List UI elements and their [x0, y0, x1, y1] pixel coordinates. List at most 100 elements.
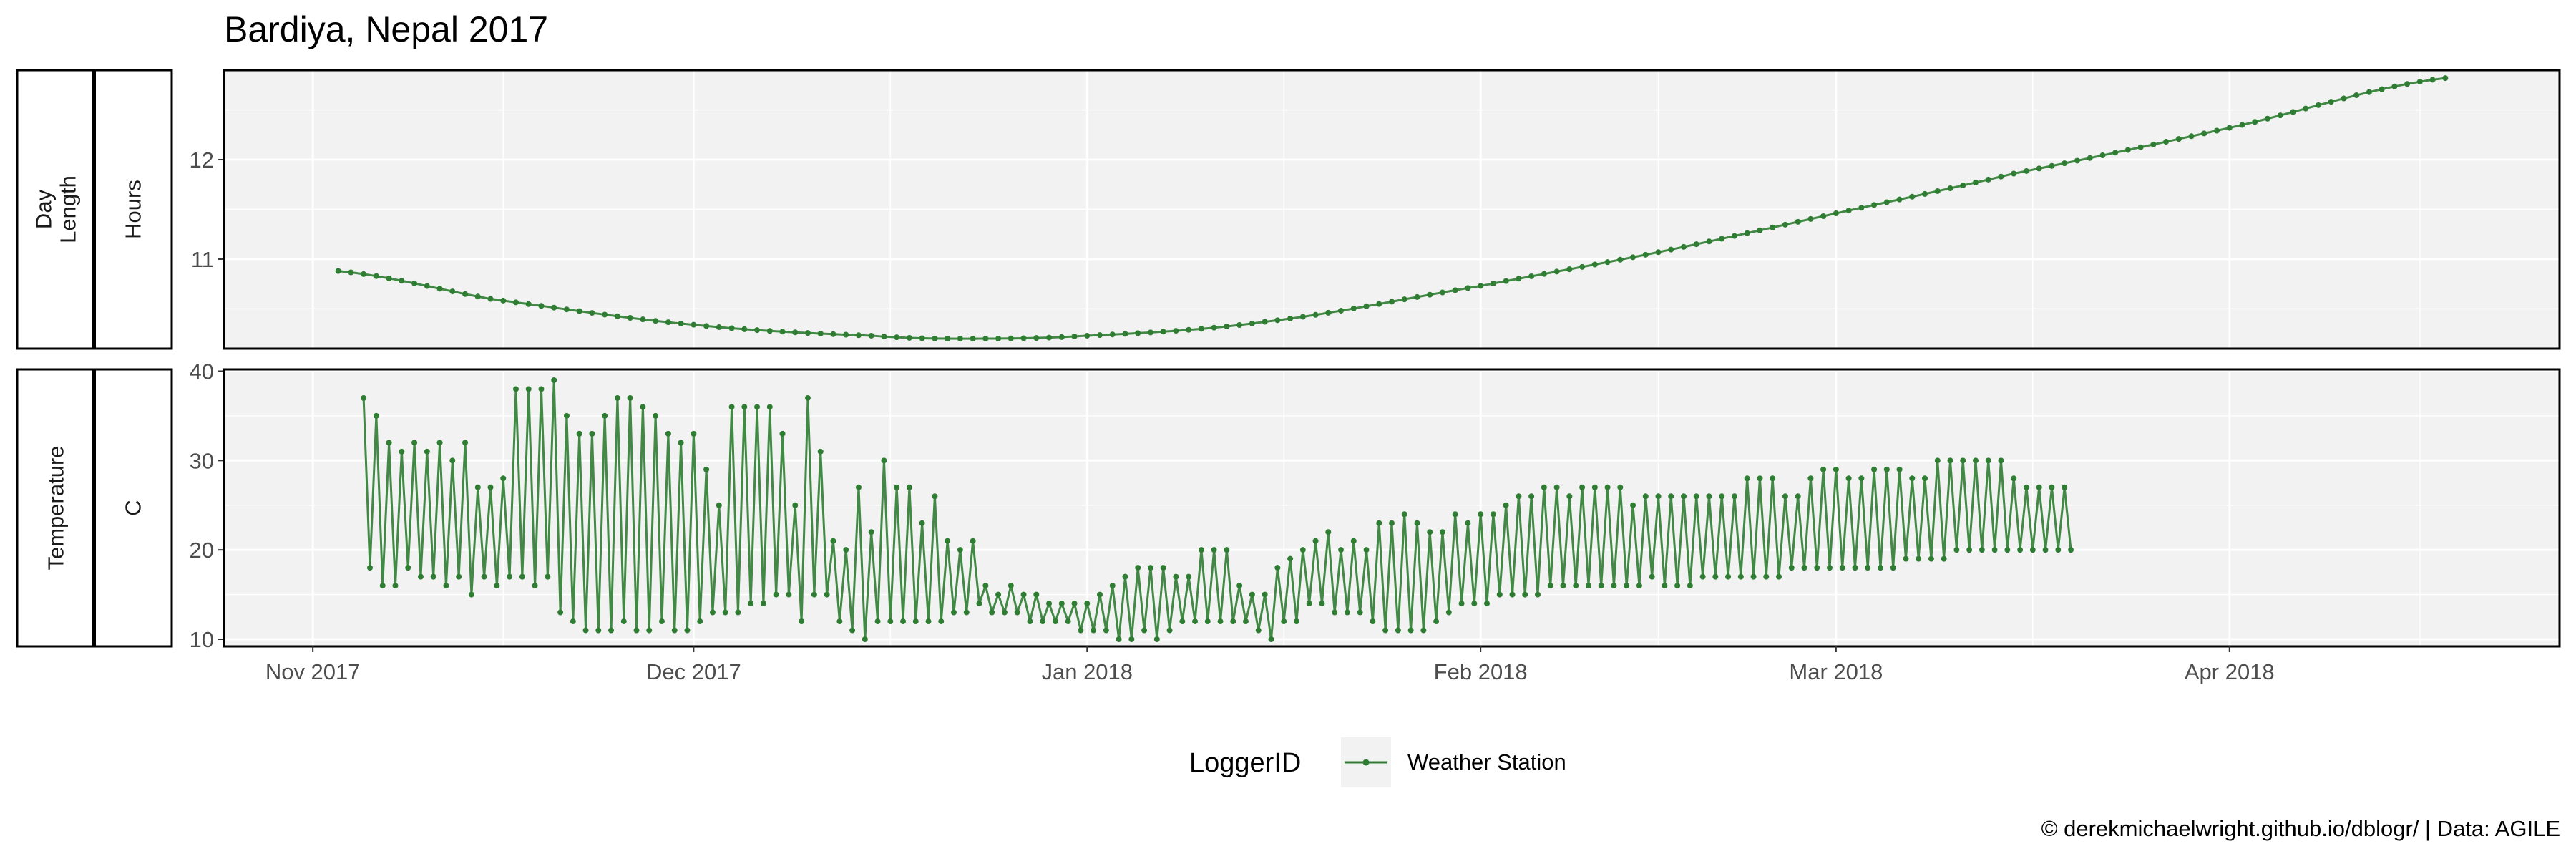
data-point: [1922, 190, 1928, 197]
data-point: [2239, 122, 2245, 128]
data-point: [1617, 484, 1624, 490]
data-point: [1998, 173, 2004, 180]
data-point: [824, 591, 830, 598]
data-point: [1681, 493, 1687, 500]
data-point: [2137, 144, 2144, 150]
data-point: [1439, 529, 1445, 535]
data-point: [2068, 547, 2074, 553]
data-point: [1166, 627, 1173, 634]
data-point: [691, 430, 697, 437]
data-point: [348, 269, 354, 276]
data-point: [507, 573, 513, 580]
data-point: [1091, 627, 1097, 634]
data-point: [1204, 618, 1211, 625]
data-point: [1147, 565, 1153, 571]
data-point: [1407, 627, 1414, 634]
data-point: [1655, 493, 1662, 500]
data-point: [843, 547, 849, 553]
data-point: [1033, 335, 1040, 341]
data-point: [862, 636, 868, 643]
data-point: [411, 440, 418, 446]
data-point: [2404, 81, 2411, 87]
data-point: [1490, 281, 1496, 287]
data-point: [678, 320, 684, 326]
data-point: [1782, 221, 1788, 228]
data-point: [1909, 475, 1916, 482]
data-point: [754, 327, 761, 334]
data-point: [2226, 125, 2233, 131]
data-point: [1604, 259, 1611, 266]
data-point: [399, 278, 405, 284]
data-point: [1528, 493, 1535, 500]
data-point: [1389, 520, 1395, 526]
x-tick-label: Feb 2018: [1434, 659, 1528, 684]
data-point: [995, 335, 1002, 341]
data-point: [1801, 565, 1807, 571]
data-point: [1617, 256, 1624, 263]
data-point: [1712, 573, 1719, 580]
data-point: [525, 301, 532, 307]
data-point: [1516, 276, 1522, 282]
data-point: [1357, 609, 1363, 616]
data-point: [748, 601, 754, 607]
data-point: [468, 591, 474, 598]
data-point: [805, 330, 811, 336]
data-point: [595, 627, 602, 634]
data-point: [494, 583, 500, 589]
data-point: [938, 618, 945, 625]
data-point: [1845, 208, 1852, 214]
data-point: [684, 627, 691, 634]
data-point: [2328, 99, 2334, 105]
data-point: [1097, 591, 1103, 598]
data-point: [1496, 591, 1503, 598]
data-point: [361, 271, 367, 277]
data-point: [678, 440, 684, 446]
data-point: [760, 601, 766, 607]
data-point: [728, 325, 735, 331]
data-point: [1693, 241, 1699, 248]
data-point: [1991, 547, 1998, 553]
data-point: [1141, 627, 1148, 634]
data-point: [1573, 583, 1579, 589]
data-point: [1839, 565, 1845, 571]
legend-title: LoggerID: [1189, 748, 1301, 778]
data-point: [1427, 529, 1433, 535]
data-point: [1782, 493, 1788, 500]
data-point: [919, 335, 925, 341]
data-point: [2353, 92, 2360, 99]
data-point: [589, 310, 595, 316]
data-point: [1001, 609, 1008, 616]
facet-day-length: DayLength Hours 11 12: [16, 69, 2561, 350]
data-point: [361, 394, 367, 401]
data-point: [1344, 609, 1350, 616]
data-point: [417, 573, 424, 580]
legend: LoggerID Weather Station: [1189, 737, 1566, 787]
data-point: [817, 448, 824, 455]
data-point: [1376, 301, 1382, 307]
data-point: [436, 286, 443, 292]
data-point: [1224, 323, 1230, 329]
data-point: [1274, 317, 1281, 324]
data-point: [449, 288, 456, 295]
series-points: [335, 75, 2449, 342]
data-point: [1833, 210, 1839, 217]
data-point: [1198, 326, 1204, 332]
data-point: [392, 583, 399, 589]
data-point: [1509, 591, 1516, 598]
data-point: [1192, 618, 1199, 625]
data-point: [919, 520, 925, 526]
data-point: [868, 332, 874, 339]
data-point: [653, 412, 659, 419]
data-point: [1452, 511, 1458, 518]
data-point: [1332, 609, 1338, 616]
data-point: [1598, 583, 1604, 589]
data-point: [855, 484, 862, 490]
data-point: [1820, 466, 1827, 472]
data-point: [945, 336, 951, 342]
data-point: [1871, 202, 1878, 208]
data-point: [2303, 105, 2309, 112]
data-point: [545, 573, 551, 580]
data-point: [982, 336, 989, 342]
data-point: [1243, 618, 1249, 625]
y-tick-label: 10: [190, 627, 214, 652]
